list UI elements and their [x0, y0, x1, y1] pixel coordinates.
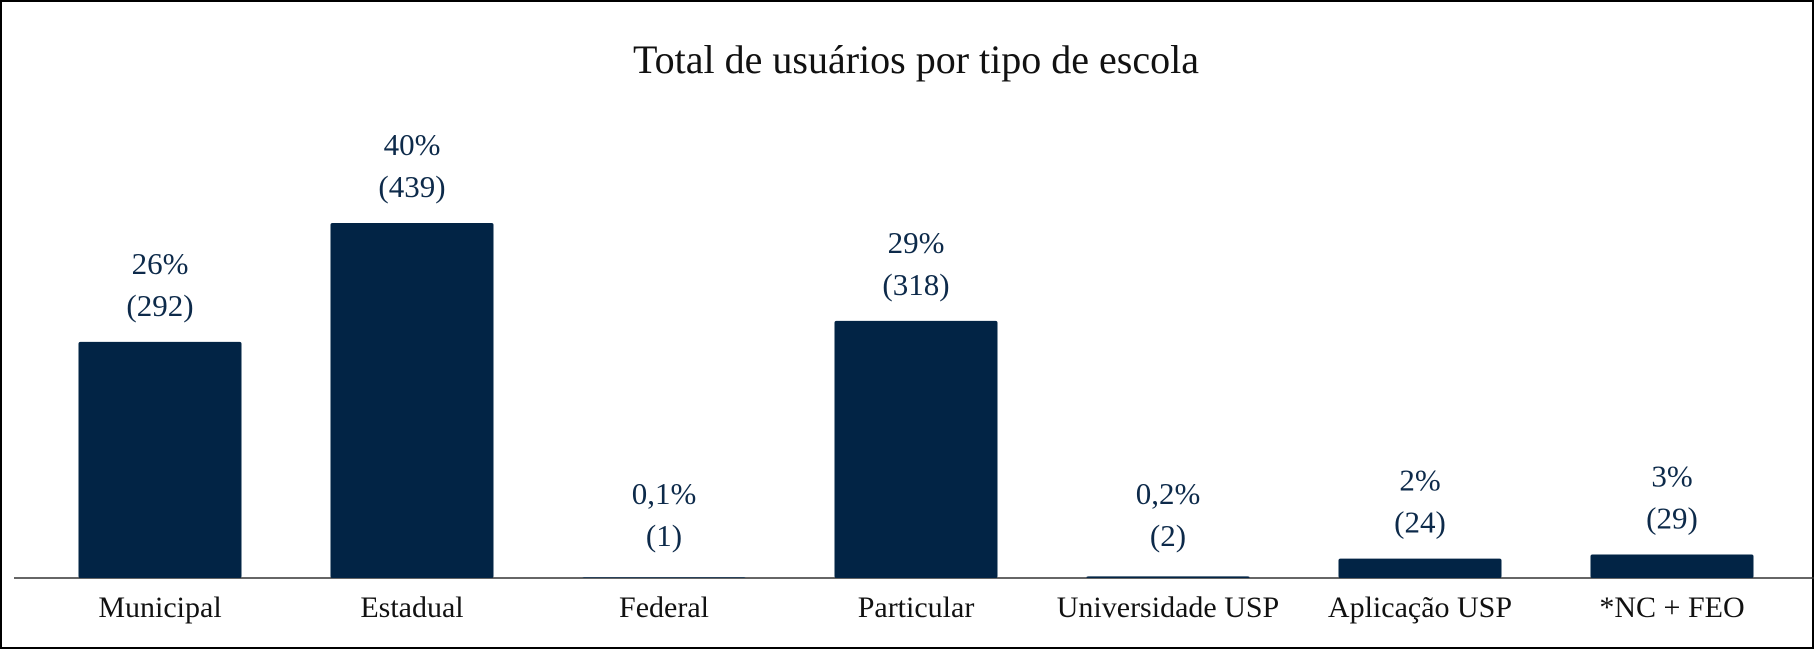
bar — [1590, 554, 1754, 578]
value-label: (24) — [1394, 505, 1446, 540]
bar — [834, 320, 998, 578]
x-tick-label: Particular — [858, 591, 975, 624]
bar — [330, 223, 494, 578]
value-label: (29) — [1646, 501, 1698, 536]
percentage-label: 0,2% — [1136, 476, 1201, 511]
value-label: (1) — [646, 518, 682, 553]
x-tick-label: Municipal — [98, 591, 221, 624]
x-tick-label: Aplicação USP — [1328, 591, 1512, 624]
percentage-label: 29% — [888, 225, 945, 260]
bar — [1338, 558, 1502, 578]
percentage-label: 0,1% — [632, 476, 697, 511]
x-tick-label: Universidade USP — [1057, 591, 1279, 624]
bar — [78, 341, 242, 578]
percentage-label: 2% — [1399, 463, 1440, 498]
bar — [1086, 576, 1250, 578]
chart-title: Total de usuários por tipo de escola — [633, 37, 1199, 82]
bar — [582, 577, 746, 578]
percentage-label: 26% — [132, 246, 189, 281]
value-label: (439) — [378, 169, 445, 204]
percentage-label: 3% — [1651, 459, 1692, 494]
x-tick-label: *NC + FEO — [1599, 591, 1744, 624]
value-label: (2) — [1150, 518, 1186, 553]
value-label: (318) — [882, 267, 949, 302]
value-label: (292) — [126, 288, 193, 323]
x-tick-label: Federal — [619, 591, 709, 624]
percentage-label: 40% — [384, 127, 441, 162]
x-tick-label: Estadual — [360, 591, 463, 624]
